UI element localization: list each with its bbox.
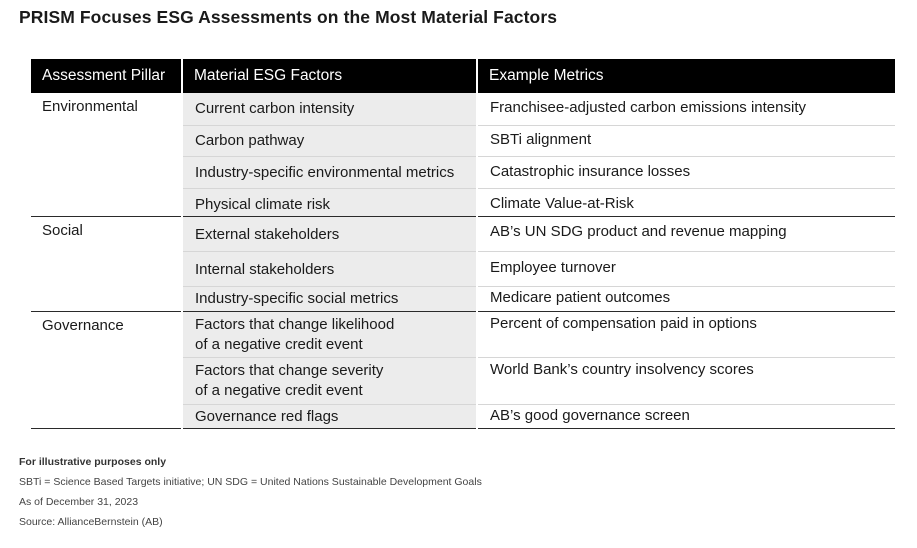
metric-cell: SBTi alignment xyxy=(476,125,895,157)
table-row: Industry-specific social metrics Medicar… xyxy=(31,286,895,312)
pillar-social: Social xyxy=(31,216,182,312)
abbreviations-note: SBTi = Science Based Targets initiative;… xyxy=(19,476,482,488)
header-material-esg-factors: Material ESG Factors xyxy=(181,59,477,93)
metric-cell: Franchisee-adjusted carbon emissions int… xyxy=(476,93,895,126)
metric-cell: AB’s good governance screen xyxy=(476,404,895,429)
footnotes: For illustrative purposes only SBTi = Sc… xyxy=(19,455,482,535)
table-row: Governance Factors that change likelihoo… xyxy=(31,311,895,429)
metric-cell: World Bank’s country insolvency scores xyxy=(476,357,895,405)
esg-factors-table: Assessment Pillar Material ESG Factors E… xyxy=(31,59,895,429)
table-row: Factors that change severity of a negati… xyxy=(31,357,895,405)
table-row: Internal stakeholders Employee turnover xyxy=(31,251,895,287)
pillar-environmental: Environmental xyxy=(31,93,182,217)
factor-cell: Carbon pathway xyxy=(181,125,477,157)
as-of-note: As of December 31, 2023 xyxy=(19,496,139,508)
table-row: Industry-specific environmental metrics … xyxy=(31,156,895,189)
factor-cell: Internal stakeholders xyxy=(181,251,477,287)
illustrative-note: For illustrative purposes only xyxy=(19,456,167,468)
metric-cell: AB’s UN SDG product and revenue mapping xyxy=(476,216,895,252)
metric-cell: Medicare patient outcomes xyxy=(476,286,895,312)
table-row: Social External stakeholders AB’s UN SDG… xyxy=(31,216,895,312)
factor-cell: Factors that change likelihood of a nega… xyxy=(181,311,477,358)
metric-cell: Employee turnover xyxy=(476,251,895,287)
factor-cell: Factors that change severity of a negati… xyxy=(181,357,477,405)
metric-cell: Climate Value-at-Risk xyxy=(476,188,895,217)
factor-cell: External stakeholders xyxy=(181,216,477,252)
factor-cell: Industry-specific social metrics xyxy=(181,286,477,312)
table-header-row: Assessment Pillar Material ESG Factors E… xyxy=(31,59,895,93)
metric-cell: Catastrophic insurance losses xyxy=(476,156,895,189)
factor-cell: Industry-specific environmental metrics xyxy=(181,156,477,189)
header-example-metrics: Example Metrics xyxy=(476,59,895,93)
factor-cell: Current carbon intensity xyxy=(181,93,477,126)
pillar-governance: Governance xyxy=(31,311,182,429)
header-assessment-pillar: Assessment Pillar xyxy=(31,59,182,93)
page-title: PRISM Focuses ESG Assessments on the Mos… xyxy=(19,7,558,27)
factor-cell: Governance red flags xyxy=(181,404,477,429)
source-note: Source: AllianceBernstein (AB) xyxy=(19,516,163,528)
factor-cell: Physical climate risk xyxy=(181,188,477,217)
metric-cell: Percent of compensation paid in options xyxy=(476,311,895,358)
table-row: Governance red flags AB’s good governanc… xyxy=(31,404,895,429)
table-row: Environmental Current carbon intensity F… xyxy=(31,93,895,217)
table-row: Physical climate risk Climate Value-at-R… xyxy=(31,188,895,217)
table-row: Carbon pathway SBTi alignment xyxy=(31,125,895,157)
